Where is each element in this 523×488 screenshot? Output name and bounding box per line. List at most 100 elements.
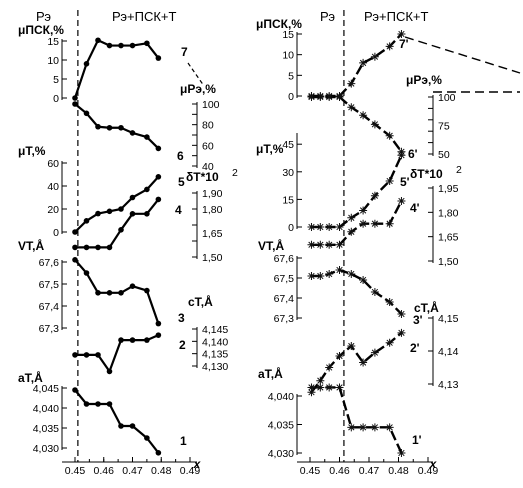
left-series-6-point bbox=[83, 401, 90, 407]
right-delta-tick-label: 1,65 bbox=[438, 232, 459, 244]
left-x-tick-label: 0.47 bbox=[122, 465, 143, 477]
left-delta-tick-label: 1,50 bbox=[202, 252, 223, 264]
left-series-4-point bbox=[155, 320, 162, 327]
left-series-3-point bbox=[129, 211, 136, 217]
left-series-6-point bbox=[95, 401, 101, 407]
right-series-3-point bbox=[370, 219, 379, 228]
right-series-5-point bbox=[370, 348, 379, 357]
right-series-1-point bbox=[316, 93, 325, 101]
right-series-line-4 bbox=[311, 268, 403, 315]
left-series-2-point bbox=[155, 174, 162, 180]
right-series-3-point bbox=[307, 240, 316, 249]
right-series-4-point bbox=[335, 266, 344, 274]
left-c_t-axis-title: cТ,Å bbox=[188, 294, 213, 309]
left-series-1-point bbox=[118, 124, 124, 131]
right-series-4-point bbox=[307, 272, 316, 280]
left-series-line-0 bbox=[73, 39, 160, 99]
right-c_t-axis-title: cТ,Å bbox=[414, 300, 439, 315]
right-series-0-point bbox=[385, 42, 394, 51]
right-series-0-point bbox=[359, 58, 368, 67]
left-series-3-point bbox=[155, 196, 162, 203]
left-series-1-point bbox=[72, 101, 78, 107]
right-series-2-point bbox=[385, 177, 394, 185]
right-delta-tick-label: 1,80 bbox=[438, 207, 459, 219]
right-mu_psk-tick-label: 5 bbox=[288, 70, 294, 82]
left-mu_psk-axis-title: μПСК,% bbox=[18, 23, 64, 37]
right-mu_psk-tick-label: 0 bbox=[288, 91, 294, 103]
left-series-2-point bbox=[129, 194, 136, 201]
left-phase-label-re: Рэ bbox=[36, 9, 51, 24]
right-delta-tick-label: 1,95 bbox=[438, 183, 459, 195]
right-mu_re-axis-title: μРэ,% bbox=[406, 73, 442, 87]
right-series-label-4: 3' bbox=[413, 313, 423, 327]
left-series-4-point bbox=[144, 287, 150, 294]
left-mu_t-tick-label: 0 bbox=[53, 227, 59, 239]
left-series-1-point bbox=[129, 130, 136, 136]
left-series-0-point bbox=[118, 42, 124, 49]
left-series-5-point bbox=[72, 352, 78, 358]
left-v_t-axis-title: VТ,Å bbox=[18, 238, 44, 253]
right-mu_t-tick-label: 45 bbox=[282, 139, 294, 151]
left-a_t-tick-label: 4,035 bbox=[33, 423, 59, 435]
right-series-6-point bbox=[359, 423, 368, 432]
right-v_t-tick-label: 67,3 bbox=[274, 313, 295, 325]
right-series-1-point bbox=[307, 93, 316, 101]
right-x-tick-label: 0.47 bbox=[359, 465, 380, 477]
left-v_t-tick-label: 67,5 bbox=[39, 279, 60, 291]
left-series-2-point bbox=[106, 208, 113, 215]
left-series-6-point bbox=[155, 450, 162, 456]
right-series-5-point bbox=[316, 376, 325, 385]
left-mu_psk-tick-label: 15 bbox=[47, 36, 59, 48]
left-mu_re-tick-label: 40 bbox=[202, 161, 214, 173]
right-series-4-point bbox=[385, 298, 394, 306]
right-a_t-tick-label: 4,040 bbox=[268, 391, 294, 403]
left-series-1-point bbox=[144, 134, 150, 140]
left-series-4-point bbox=[129, 283, 136, 290]
left-mu_psk-tick-label: 5 bbox=[53, 74, 59, 86]
right-x-tick-label: 0.49 bbox=[418, 465, 439, 477]
left-series-2-point bbox=[144, 186, 150, 193]
right-v_t-tick-label: 67,6 bbox=[274, 253, 295, 265]
left-mu_psk-tick-label: 0 bbox=[53, 93, 59, 105]
right-series-3-point bbox=[347, 227, 356, 236]
left-series-label-4: 3 bbox=[178, 311, 185, 325]
right-series-1-point bbox=[370, 120, 379, 129]
right-phase-label-mixed: Рэ+ПСК+Т bbox=[364, 9, 429, 24]
right-series-1-point bbox=[359, 111, 368, 120]
left-series-6-point bbox=[129, 423, 136, 429]
left-series-1-point bbox=[106, 124, 113, 131]
right-series-6-point bbox=[316, 383, 325, 392]
left-series-1-point bbox=[155, 145, 162, 152]
right-series-label-2: 5' bbox=[400, 175, 410, 189]
right-v_t-tick-label: 67,5 bbox=[274, 273, 295, 285]
left-a_t-tick-label: 4,030 bbox=[33, 443, 59, 455]
left-delta-tick-label: 1,65 bbox=[202, 228, 223, 240]
right-mu_re-tick-label: 50 bbox=[438, 149, 450, 161]
left-series-line-6 bbox=[74, 389, 160, 454]
left-a_t-axis-title: aТ,Å bbox=[18, 370, 43, 385]
right-series-5-point bbox=[359, 358, 368, 367]
left-series-3-point bbox=[106, 244, 113, 251]
right-series-5-point bbox=[397, 328, 406, 337]
right-series-1-point bbox=[325, 93, 334, 101]
left-delta-tick-label: 1,80 bbox=[202, 204, 223, 216]
right-series-5-point bbox=[385, 338, 394, 347]
left-series-label-3: 4 bbox=[175, 203, 182, 217]
right-series-5-point bbox=[347, 342, 356, 351]
left-series-4-point bbox=[95, 290, 101, 296]
left-series-2-point bbox=[83, 218, 90, 224]
left-c_t-tick-label: 4,130 bbox=[202, 361, 228, 373]
left-series-1-point bbox=[83, 110, 90, 117]
right-series-3-point bbox=[316, 240, 325, 249]
left-a_t-tick-label: 4,045 bbox=[33, 383, 59, 395]
right-series-4-point bbox=[359, 276, 368, 284]
right-series-line-1 bbox=[311, 95, 403, 153]
right-series-3-point bbox=[325, 240, 334, 249]
right-series-2-point bbox=[335, 223, 344, 231]
left-series-5-point bbox=[144, 337, 150, 343]
left-series-6-point bbox=[118, 423, 124, 429]
right-panel: Рэ Рэ+ПСК+Т0.45 0.46 0.47 0.48 0.49x051015μПС… bbox=[256, 9, 521, 477]
right-series-0-point bbox=[347, 79, 356, 88]
right-mu_t-tick-label: 0 bbox=[288, 222, 294, 234]
left-series-line-2 bbox=[74, 176, 160, 233]
